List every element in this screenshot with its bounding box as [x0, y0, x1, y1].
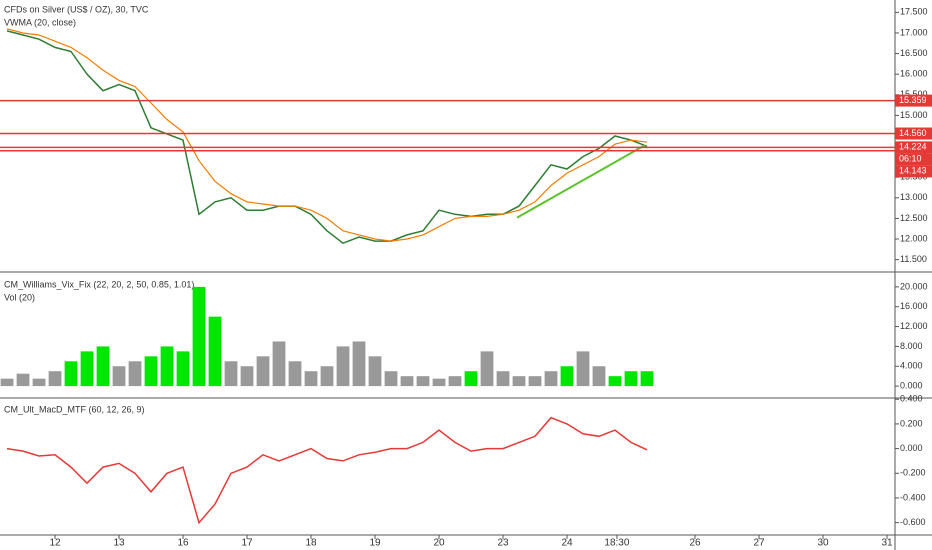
price-label-box — [895, 165, 932, 178]
bar — [80, 351, 94, 387]
pane-title: CM_Williams_Vix_Fix (22, 20, 2, 50, 0.85… — [4, 279, 194, 289]
bar — [352, 341, 366, 387]
series-line — [6, 416, 648, 525]
bar — [624, 371, 638, 387]
bar — [48, 371, 62, 387]
bar — [512, 376, 526, 387]
bar — [128, 361, 142, 387]
y-tick-label: 20.000 — [900, 281, 928, 291]
bar — [608, 376, 622, 387]
bar — [480, 351, 494, 387]
bar — [544, 371, 558, 387]
price-label: 14.143 — [899, 166, 927, 176]
bar — [384, 371, 398, 387]
bar — [336, 346, 350, 387]
price-label: 15.359 — [899, 95, 927, 105]
series-line — [6, 30, 648, 245]
bar — [112, 366, 126, 387]
x-tick-label: 27 — [753, 538, 765, 549]
bar — [160, 346, 174, 387]
pane-title: CM_Ult_MacD_MTF (60, 12, 26, 9) — [4, 404, 145, 414]
bar — [144, 356, 158, 387]
x-tick-label: 19 — [369, 538, 381, 549]
bar — [192, 286, 206, 387]
y-tick-label: 0.400 — [900, 394, 923, 404]
bar — [640, 371, 654, 387]
bar — [464, 371, 478, 387]
bar — [288, 361, 302, 387]
y-tick-label: 12.500 — [900, 213, 928, 223]
price-label-box — [895, 127, 932, 140]
bar — [96, 346, 110, 387]
bar — [320, 366, 334, 387]
bar — [64, 361, 78, 387]
bar — [528, 376, 542, 387]
x-tick-label: 18:30 — [604, 538, 629, 549]
x-tick-label: 26 — [689, 538, 701, 549]
bar — [592, 366, 606, 387]
bar — [176, 351, 190, 387]
series-legend: VWMA (20, close) — [4, 17, 76, 27]
y-tick-label: 17.500 — [900, 7, 928, 17]
y-tick-label: -0.400 — [900, 492, 926, 502]
price-label: 14.560 — [899, 128, 927, 138]
bar — [496, 371, 510, 387]
trendline — [516, 144, 646, 219]
series-legend: CFDs on Silver (US$ / OZ), 30, TVC — [4, 4, 149, 14]
pane-subtitle: Vol (20) — [4, 292, 35, 302]
y-tick-label: -0.200 — [900, 468, 926, 478]
bar — [16, 373, 30, 387]
y-tick-label: 0.000 — [900, 380, 923, 390]
price-label-box — [895, 141, 932, 154]
y-tick-label: -0.600 — [900, 517, 926, 527]
x-tick-label: 20 — [433, 538, 445, 549]
price-label-box — [895, 153, 932, 166]
x-tick-label: 13 — [113, 538, 125, 549]
bar — [224, 361, 238, 387]
bar — [560, 366, 574, 387]
bar — [208, 316, 222, 387]
bar — [416, 376, 430, 387]
bar — [240, 366, 254, 387]
y-tick-label: 12.000 — [900, 233, 928, 243]
x-tick-label: 12 — [49, 538, 61, 549]
y-tick-label: 12.000 — [900, 321, 928, 331]
y-tick-label: 0.200 — [900, 418, 923, 428]
x-tick-label: 23 — [497, 538, 509, 549]
bar — [0, 378, 14, 387]
bar — [368, 356, 382, 387]
price-label: 14.224 — [899, 142, 927, 152]
y-tick-label: 16.000 — [900, 301, 928, 311]
y-tick-label: 4.000 — [900, 361, 923, 371]
x-tick-label: 17 — [241, 538, 253, 549]
bar — [32, 378, 46, 387]
bar — [400, 376, 414, 387]
x-tick-label: 24 — [561, 538, 573, 549]
bar — [304, 371, 318, 387]
y-tick-label: 16.000 — [900, 69, 928, 79]
price-label-box — [895, 94, 932, 107]
y-tick-label: 17.000 — [900, 27, 928, 37]
y-tick-label: 13.000 — [900, 192, 928, 202]
bar — [256, 356, 270, 387]
bar — [448, 376, 462, 387]
y-tick-label: 15.000 — [900, 110, 928, 120]
bar — [432, 378, 446, 387]
bar — [272, 341, 286, 387]
price-label: 06:10 — [899, 154, 922, 164]
y-tick-label: 11.500 — [900, 254, 927, 264]
y-tick-label: 8.000 — [900, 341, 923, 351]
y-tick-label: 16.500 — [900, 48, 928, 58]
y-tick-label: 0.000 — [900, 443, 923, 453]
x-tick-label: 18 — [305, 538, 317, 549]
x-tick-label: 31 — [881, 538, 893, 549]
x-tick-label: 30 — [817, 538, 829, 549]
series-line — [6, 28, 648, 242]
bar — [576, 351, 590, 387]
y-tick-label: 15.500 — [900, 89, 928, 99]
x-tick-label: 16 — [177, 538, 189, 549]
